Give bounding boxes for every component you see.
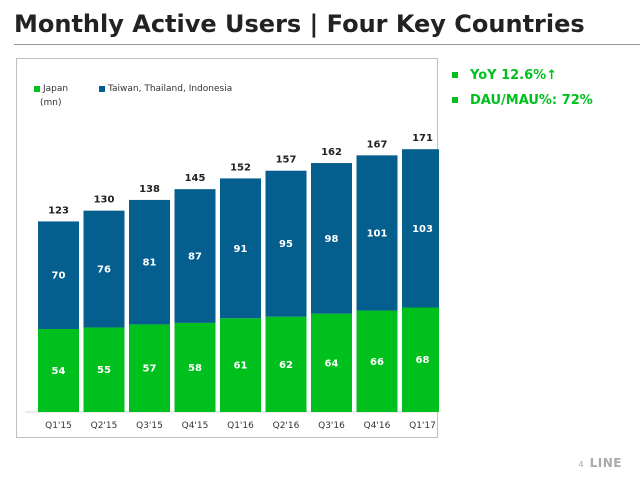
bar-segment-taiwan-thailand-indonesia xyxy=(220,178,261,319)
bar-total-label: 123 xyxy=(48,205,69,216)
bar-value-label: 91 xyxy=(234,244,248,255)
bar-value-label: 57 xyxy=(143,364,157,375)
title-divider xyxy=(14,44,640,45)
bar-value-label: 55 xyxy=(97,365,111,376)
bar-segment-taiwan-thailand-indonesia xyxy=(311,163,352,314)
page-number: 4 xyxy=(578,460,584,469)
bar-total-label: 138 xyxy=(139,184,160,195)
chart-panel: 54 70 123 Q1'15 55 76 130 Q2'15 57 81 138 Q3'15 58 87… xyxy=(16,58,439,438)
bar-segment-taiwan-thailand-indonesia xyxy=(129,199,170,325)
bar-segment-japan xyxy=(311,313,352,412)
bar-total-label: 171 xyxy=(412,133,433,144)
bar-value-label: 103 xyxy=(412,224,433,235)
bar-segment-taiwan-thailand-indonesia xyxy=(38,221,79,330)
stat-bullet-icon xyxy=(452,97,458,103)
bar-segment-japan xyxy=(356,310,398,412)
bar-segment-taiwan-thailand-indonesia xyxy=(402,149,439,308)
page-title: Monthly Active Users | Four Key Countrie… xyxy=(14,10,585,38)
legend-label-japan: Japan xyxy=(43,84,69,94)
bar-value-label: 61 xyxy=(234,361,248,372)
bar-total-label: 152 xyxy=(230,162,251,173)
bar-total-label: 162 xyxy=(321,147,342,158)
x-tick-label: Q2'15 xyxy=(91,421,118,431)
footer: 4 LINE xyxy=(579,456,622,470)
legend-swatch-taiwan-thailand-indonesia xyxy=(99,85,105,92)
bar-value-label: 68 xyxy=(416,355,430,366)
bar-value-label: 54 xyxy=(52,366,66,377)
bar-value-label: 95 xyxy=(279,239,293,250)
legend-item-japan: Japan xyxy=(34,84,68,96)
stat-dau-mau-text: DAU/MAU%: 72% xyxy=(470,92,593,108)
bar-segment-japan xyxy=(38,329,79,412)
bar-value-label: 64 xyxy=(325,358,339,369)
line-logo: LINE xyxy=(589,456,622,470)
x-tick-label: Q4'15 xyxy=(182,421,209,431)
bar-segment-japan xyxy=(220,318,261,412)
bar-segment-taiwan-thailand-indonesia xyxy=(265,170,307,317)
bar-value-label: 87 xyxy=(188,252,202,263)
key-stats: YoY 12.6%↑ DAU/MAU%: 72% xyxy=(452,64,593,114)
bar-segment-taiwan-thailand-indonesia xyxy=(174,189,216,323)
bar-segment-japan xyxy=(129,324,170,412)
x-tick-label: Q1'17 xyxy=(409,421,436,431)
x-tick-label: Q3'15 xyxy=(136,421,163,431)
stat-bullet-icon xyxy=(452,72,458,78)
bar-value-label: 81 xyxy=(143,258,157,269)
legend-swatch-japan xyxy=(34,85,40,92)
x-tick-label: Q1'15 xyxy=(45,421,72,431)
bar-segment-taiwan-thailand-indonesia xyxy=(356,155,398,311)
bar-segment-japan xyxy=(174,322,216,412)
x-tick-label: Q2'16 xyxy=(273,421,300,431)
bar-value-label: 101 xyxy=(367,228,388,239)
bar-segment-japan xyxy=(83,327,125,412)
x-tick-label: Q1'16 xyxy=(227,421,254,431)
stat-dau-mau: DAU/MAU%: 72% xyxy=(452,89,593,111)
bar-segment-japan xyxy=(265,316,307,412)
x-tick-label: Q3'16 xyxy=(318,421,345,431)
stacked-bar-chart: 54 70 123 Q1'15 55 76 130 Q2'15 57 81 138 Q3'15 58 87… xyxy=(25,133,439,431)
stat-yoy-text: YoY 12.6%↑ xyxy=(470,67,558,83)
bar-segment-japan xyxy=(402,307,439,412)
bar-segment-taiwan-thailand-indonesia xyxy=(83,210,125,328)
legend-item-taiwan-thailand-indonesia: Taiwan, Thailand, Indonesia xyxy=(99,84,232,96)
bar-value-label: 66 xyxy=(370,357,384,368)
bar-total-label: 167 xyxy=(367,139,388,150)
stat-yoy: YoY 12.6%↑ xyxy=(452,64,593,86)
unit-label: (mn) xyxy=(40,98,62,108)
bar-value-label: 98 xyxy=(325,234,339,245)
bar-value-label: 62 xyxy=(279,360,293,371)
legend-label-taiwan-thailand-indonesia: Taiwan, Thailand, Indonesia xyxy=(108,84,233,94)
bar-total-label: 145 xyxy=(185,173,206,184)
bar-total-label: 157 xyxy=(276,155,297,166)
x-tick-label: Q4'16 xyxy=(364,421,391,431)
bar-value-label: 58 xyxy=(188,363,202,374)
bar-total-label: 130 xyxy=(94,195,115,206)
bar-value-label: 70 xyxy=(52,271,66,282)
bar-value-label: 76 xyxy=(97,265,111,276)
